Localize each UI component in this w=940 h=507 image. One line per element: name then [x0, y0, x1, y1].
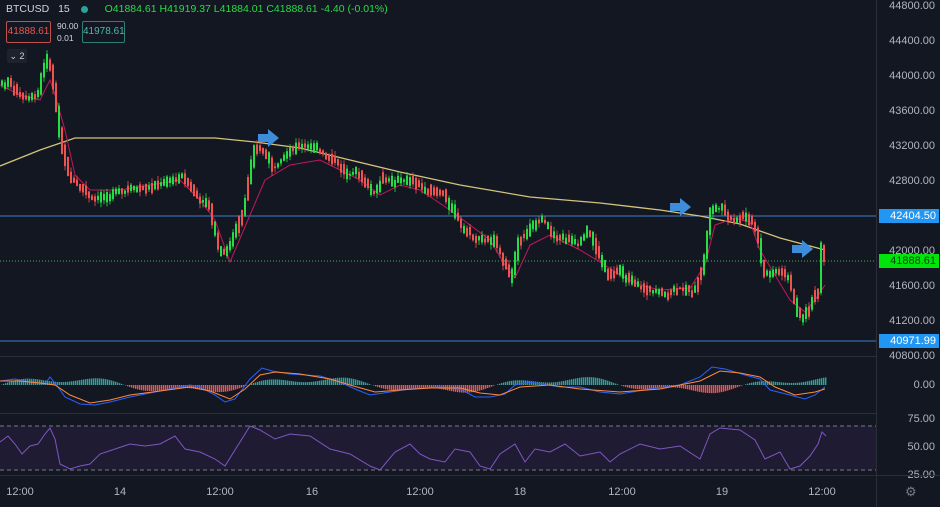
time-axis[interactable]: 12:00 14 12:00 16 12:00 18 12:00 19 12:0… — [0, 475, 876, 507]
price-label: 43600.00 — [889, 105, 935, 117]
symbol-name[interactable]: BTCUSD — [6, 3, 49, 15]
arrow-annotation-2 — [670, 198, 691, 216]
sell-button[interactable]: 41888.61 — [6, 21, 51, 43]
gear-icon[interactable]: ⚙ — [905, 484, 917, 500]
market-status-icon — [81, 6, 88, 13]
price-axis[interactable]: 44800.00 44400.00 44000.00 43600.00 4320… — [876, 0, 940, 475]
macd-axis-label: 0.00 — [914, 379, 935, 391]
symbol-legend[interactable]: BTCUSD 15 O41884.61 H41919.37 L41884.01 … — [6, 3, 388, 15]
time-label: 12:00 — [406, 486, 434, 498]
buy-button[interactable]: 41978.61 — [82, 21, 125, 43]
chevron-down-icon: ⌄ — [9, 51, 17, 61]
price-label: 40800.00 — [889, 350, 935, 362]
spread-top: 90.00 — [57, 21, 78, 31]
time-label: 12:00 — [6, 486, 34, 498]
price-label: 43200.00 — [889, 140, 935, 152]
indicators-count: 2 — [20, 51, 25, 61]
macd-canvas[interactable] — [0, 357, 876, 413]
indicators-toggle-button[interactable]: ⌄ 2 — [7, 49, 27, 63]
line-price-tag: 40971.99 — [879, 334, 939, 348]
rsi-canvas[interactable] — [0, 414, 876, 476]
price-label: 44800.00 — [889, 0, 935, 12]
price-label: 41200.00 — [889, 315, 935, 327]
time-label: 12:00 — [808, 486, 836, 498]
time-label: 12:00 — [206, 486, 234, 498]
time-label: 12:00 — [608, 486, 636, 498]
rsi-axis-label: 50.00 — [907, 441, 935, 453]
chart-settings-corner[interactable]: ⚙ — [876, 475, 940, 507]
interval[interactable]: 15 — [58, 3, 70, 15]
line-price-tag: 42404.50 — [879, 209, 939, 223]
price-label: 41600.00 — [889, 280, 935, 292]
macd-pane[interactable] — [0, 356, 876, 413]
price-chart-pane[interactable]: BTCUSD 15 O41884.61 H41919.37 L41884.01 … — [0, 0, 876, 355]
current-price-tag: 41888.61 — [879, 254, 939, 268]
time-label: 14 — [114, 486, 126, 498]
time-label: 18 — [514, 486, 526, 498]
price-label: 44000.00 — [889, 70, 935, 82]
price-chart-canvas[interactable] — [0, 0, 876, 355]
ma-slow-line — [0, 138, 825, 250]
price-label: 44400.00 — [889, 35, 935, 47]
spread-bottom: 0.01 — [57, 33, 74, 43]
rsi-axis-label: 75.00 — [907, 413, 935, 425]
price-label: 42800.00 — [889, 175, 935, 187]
rsi-pane[interactable] — [0, 413, 876, 476]
time-label: 16 — [306, 486, 318, 498]
time-label: 19 — [716, 486, 728, 498]
ohlc-values: O41884.61 H41919.37 L41884.01 C41888.61 … — [105, 3, 388, 15]
